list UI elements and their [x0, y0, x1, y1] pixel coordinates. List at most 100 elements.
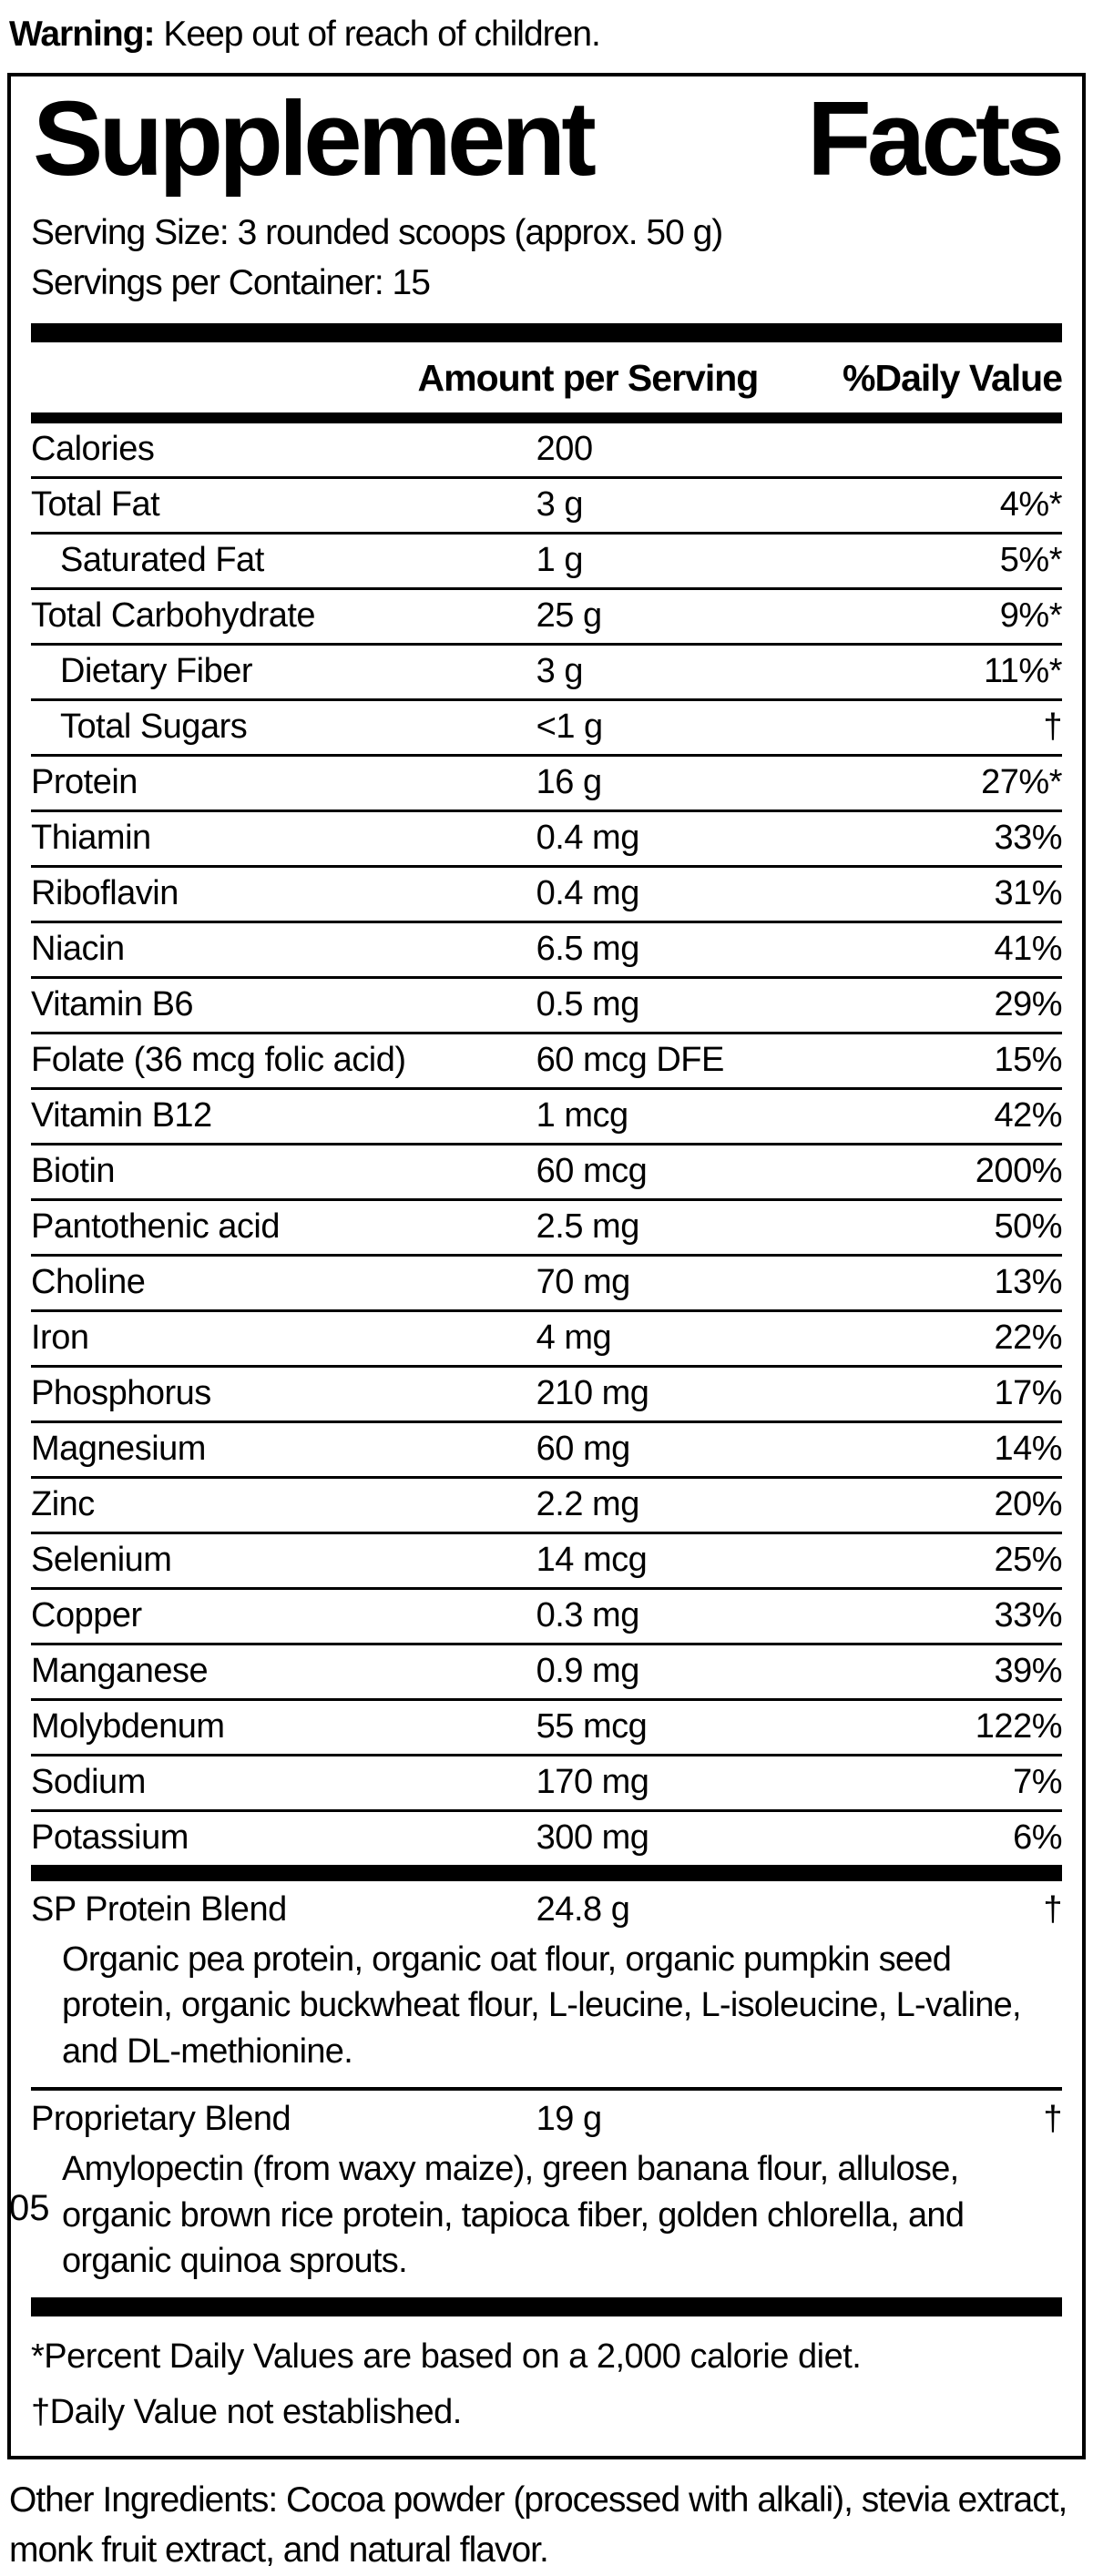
- nutrient-name: Dietary Fiber: [60, 651, 252, 690]
- table-row: Iron 4 mg 22%: [31, 1312, 1062, 1368]
- nutrient-amount: 1 mcg: [536, 1095, 628, 1135]
- supplement-facts-panel: Supplement Facts Serving Size: 3 rounded…: [7, 73, 1086, 2460]
- panel-title: Supplement Facts: [31, 79, 1065, 198]
- table-row: Manganese 0.9 mg 39%: [31, 1645, 1062, 1701]
- blend-section: Proprietary Blend 19 g † Amylopectin (from …: [31, 2087, 1062, 2297]
- nutrient-dv: 17%: [994, 1373, 1062, 1412]
- panel-title-word-left: Supplement: [33, 79, 597, 198]
- nutrient-amount: 4 mg: [536, 1318, 612, 1357]
- blend-amount: 24.8 g: [536, 1889, 630, 1929]
- nutrient-amount: 3 g: [536, 484, 584, 524]
- footnotes: *Percent Daily Values are based on a 2,0…: [31, 2316, 1062, 2457]
- nutrient-dv: 200%: [975, 1151, 1063, 1190]
- table-row: Magnesium 60 mg 14%: [31, 1423, 1062, 1479]
- table-row: Copper 0.3 mg 33%: [31, 1590, 1062, 1645]
- servings-per-container: Servings per Container: 15: [31, 263, 431, 303]
- nutrient-amount: 70 mg: [536, 1262, 631, 1301]
- column-header-amount: Amount per Serving: [417, 356, 760, 399]
- footnote: †Daily Value not established.: [31, 2392, 462, 2431]
- nutrient-amount: 1 g: [536, 540, 584, 579]
- table-row: Selenium 14 mcg 25%: [31, 1534, 1062, 1590]
- table-row: Calories 200: [31, 423, 1062, 479]
- divider-thick-top: [31, 322, 1062, 342]
- nutrient-dv: 33%: [994, 818, 1062, 857]
- nutrient-name: Saturated Fat: [60, 540, 264, 579]
- nutrient-name: Iron: [31, 1318, 89, 1357]
- nutrient-amount: 200: [536, 429, 593, 468]
- nutrient-name: Calories: [31, 429, 155, 468]
- table-row: Molybdenum 55 mcg 122%: [31, 1701, 1063, 1756]
- warning-label: Warning:: [9, 15, 156, 54]
- nutrient-name: Copper: [31, 1595, 142, 1634]
- nutrient-name: Total Fat: [31, 484, 160, 524]
- blend-dv: †: [1043, 2100, 1062, 2139]
- table-row: Thiamin 0.4 mg 33%: [31, 812, 1062, 868]
- nutrient-rows: Calories 200 Total Fat 3 g 4%* Saturated Fat 1…: [31, 423, 1063, 1865]
- warning-text: Warning: Keep out of reach of children.: [0, 0, 1093, 55]
- nutrient-name: Sodium: [31, 1762, 146, 1801]
- blend-section: SP Protein Blend 24.8 g † Organic pea prote…: [31, 1881, 1062, 2088]
- table-row: Vitamin B12 1 mcg 42%: [31, 1090, 1062, 1145]
- panel-title-word-right: Facts: [806, 79, 1065, 198]
- nutrient-dv: 11%*: [983, 651, 1063, 690]
- nutrient-amount: 60 mcg DFE: [536, 1040, 725, 1079]
- nutrient-dv: 42%: [994, 1095, 1062, 1135]
- nutrient-name: Zinc: [31, 1484, 95, 1523]
- footnote: *Percent Daily Values are based on a 2,0…: [31, 2337, 862, 2376]
- table-row: Zinc 2.2 mg 20%: [31, 1479, 1062, 1534]
- other-ingredients: Other Ingredients: Cocoa powder (process…: [9, 2480, 1067, 2570]
- divider-thick-blends: [31, 1864, 1062, 1881]
- nutrient-name: Thiamin: [31, 818, 151, 857]
- table-row: Niacin 6.5 mg 41%: [31, 923, 1062, 979]
- nutrient-amount: 6.5 mg: [536, 929, 640, 968]
- table-row: Total Carbohydrate 25 g 9%*: [31, 590, 1063, 646]
- table-row: Phosphorus 210 mg 17%: [31, 1368, 1062, 1423]
- nutrient-dv: 29%: [994, 984, 1062, 1023]
- blend-dv: †: [1043, 1889, 1062, 1929]
- table-row: Protein 16 g 27%*: [31, 757, 1062, 812]
- table-row: Folate (36 mcg folic acid) 60 mcg DFE 15%: [31, 1034, 1062, 1090]
- nutrient-dv: 31%: [994, 873, 1062, 912]
- nutrient-dv: 4%*: [999, 484, 1063, 524]
- divider-thick-footnotes: [31, 2296, 1062, 2316]
- blend-description: Amylopectin (from waxy maize), green ban…: [62, 2150, 965, 2281]
- nutrient-amount: 300 mg: [536, 1817, 649, 1857]
- table-row: Sodium 170 mg 7%: [31, 1756, 1062, 1812]
- page-number: 05: [9, 2188, 50, 2228]
- nutrient-name: Riboflavin: [31, 873, 179, 912]
- nutrient-name: Potassium: [31, 1817, 189, 1857]
- nutrient-name: Niacin: [31, 929, 125, 968]
- nutrient-amount: 0.5 mg: [536, 984, 640, 1023]
- nutrient-dv: 7%: [1013, 1762, 1062, 1801]
- nutrient-name: Selenium: [31, 1540, 172, 1579]
- nutrient-dv: 15%: [994, 1040, 1062, 1079]
- blend-name: Proprietary Blend: [31, 2100, 291, 2139]
- nutrient-dv: 14%: [994, 1429, 1062, 1468]
- nutrient-name: Pantothenic acid: [31, 1207, 280, 1246]
- nutrient-amount: 2.5 mg: [536, 1207, 640, 1246]
- nutrient-dv: †: [1043, 707, 1062, 746]
- nutrient-name: Total Sugars: [60, 707, 248, 746]
- nutrient-name: Biotin: [31, 1151, 116, 1190]
- nutrient-dv: 27%*: [981, 762, 1062, 801]
- nutrient-amount: 210 mg: [536, 1373, 649, 1412]
- nutrient-name: Protein: [31, 762, 138, 801]
- nutrient-dv: 5%*: [999, 540, 1063, 579]
- nutrient-amount: 3 g: [536, 651, 584, 690]
- table-row: Potassium 300 mg 6%: [31, 1812, 1062, 1865]
- blend-row: Proprietary Blend 19 g †: [31, 2092, 1062, 2143]
- column-header-daily-value: %Daily Value: [843, 356, 1063, 399]
- nutrient-name: Choline: [31, 1262, 146, 1301]
- serving-size: Serving Size: 3 rounded scoops (approx. …: [31, 212, 723, 252]
- nutrient-dv: 25%: [994, 1540, 1062, 1579]
- nutrient-dv: 50%: [994, 1207, 1062, 1246]
- nutrient-dv: 33%: [994, 1595, 1062, 1634]
- table-row: Vitamin B6 0.5 mg 29%: [31, 979, 1062, 1034]
- table-row: Saturated Fat 1 g 5%*: [31, 535, 1063, 590]
- serving-info: Serving Size: 3 rounded scoops (approx. …: [31, 208, 1062, 309]
- nutrient-dv: 22%: [994, 1318, 1062, 1357]
- nutrient-amount: 14 mcg: [536, 1540, 648, 1579]
- divider-medium-header: [31, 412, 1062, 423]
- table-row: Riboflavin 0.4 mg 31%: [31, 868, 1062, 923]
- nutrient-name: Manganese: [31, 1651, 209, 1690]
